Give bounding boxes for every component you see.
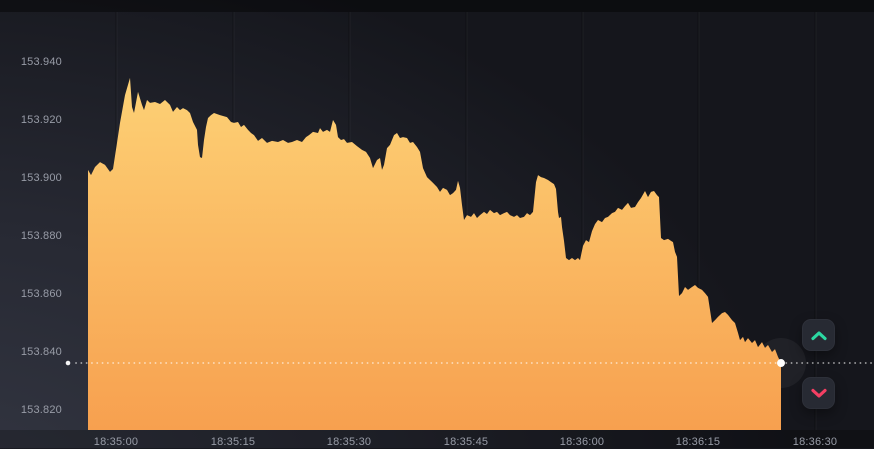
current-price-marker xyxy=(777,359,785,368)
price-tick-label: 153.820 xyxy=(20,404,62,416)
time-tick-label: 18:35:15 xyxy=(210,436,256,448)
time-tick-label: 18:35:00 xyxy=(93,436,139,448)
time-tick-label: 18:35:30 xyxy=(326,436,372,448)
price-tick-label: 153.920 xyxy=(20,114,62,126)
chevron-down-icon xyxy=(810,388,827,398)
time-axis-strip xyxy=(0,430,874,448)
time-tick-label: 18:36:30 xyxy=(792,436,838,448)
current-price-line-start-dot xyxy=(65,360,71,366)
trade-down-button[interactable] xyxy=(802,377,835,409)
time-tick-label: 18:36:00 xyxy=(559,436,605,448)
time-tick-label: 18:35:45 xyxy=(443,436,489,448)
price-area-fill xyxy=(88,77,781,431)
time-tick-label: 18:36:15 xyxy=(675,436,721,448)
price-tick-label: 153.940 xyxy=(20,56,62,68)
top-edge-shade xyxy=(0,0,874,12)
trade-up-button[interactable] xyxy=(802,319,835,351)
chevron-up-icon xyxy=(810,330,827,340)
price-tick-label: 153.900 xyxy=(20,172,62,184)
price-tick-label: 153.840 xyxy=(20,346,62,358)
price-tick-label: 153.860 xyxy=(20,288,62,300)
price-tick-label: 153.880 xyxy=(20,230,62,242)
